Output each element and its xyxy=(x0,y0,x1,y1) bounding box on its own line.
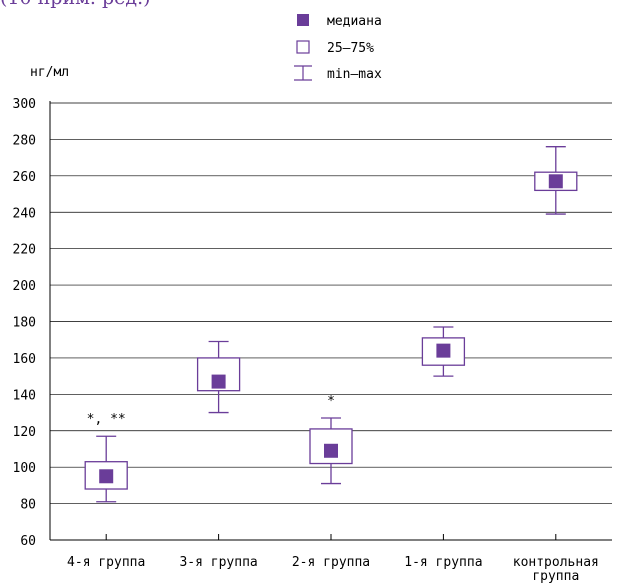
y-tick-label: 120 xyxy=(13,425,36,440)
x-tick-label: контрольная xyxy=(513,555,599,570)
y-tick-label: 160 xyxy=(13,352,36,367)
x-tick-label: 3-я группа xyxy=(179,555,257,570)
x-tick-label: 1-я группа xyxy=(404,555,482,570)
y-tick-label: 200 xyxy=(13,279,36,294)
legend-label: min–max xyxy=(327,67,382,82)
median-marker xyxy=(548,174,563,189)
y-tick-label: 80 xyxy=(20,498,36,513)
legend-iqr-icon xyxy=(296,40,310,54)
y-tick-label: 260 xyxy=(13,170,36,185)
y-tick-label: 280 xyxy=(13,133,36,148)
y-tick-label: 140 xyxy=(13,388,36,403)
median-marker xyxy=(99,469,114,484)
x-tick-label: 2-я группа xyxy=(292,555,370,570)
x-tick-label: 4-я группа xyxy=(67,555,145,570)
y-tick-label: 100 xyxy=(13,461,36,476)
y-tick-label: 220 xyxy=(13,243,36,258)
y-tick-label: 300 xyxy=(13,97,36,112)
significance-annotation: * xyxy=(327,394,335,409)
y-axis-label: нг/мл xyxy=(30,65,69,80)
y-tick-label: 180 xyxy=(13,316,36,331)
header-fragment-text: (10 прим. ред.) xyxy=(0,0,215,8)
legend-label: 25–75% xyxy=(327,41,374,56)
legend-label: медиана xyxy=(327,14,382,29)
legend-median-icon xyxy=(297,14,309,26)
significance-annotation: *, ** xyxy=(87,412,126,427)
header-fragment: (10 прим. ред.) xyxy=(0,0,215,10)
median-marker xyxy=(436,343,451,358)
y-tick-label: 60 xyxy=(20,534,36,549)
y-tick-label: 240 xyxy=(13,206,36,221)
x-tick-label: группа xyxy=(532,569,579,584)
median-marker xyxy=(324,443,338,458)
median-marker xyxy=(211,374,226,389)
